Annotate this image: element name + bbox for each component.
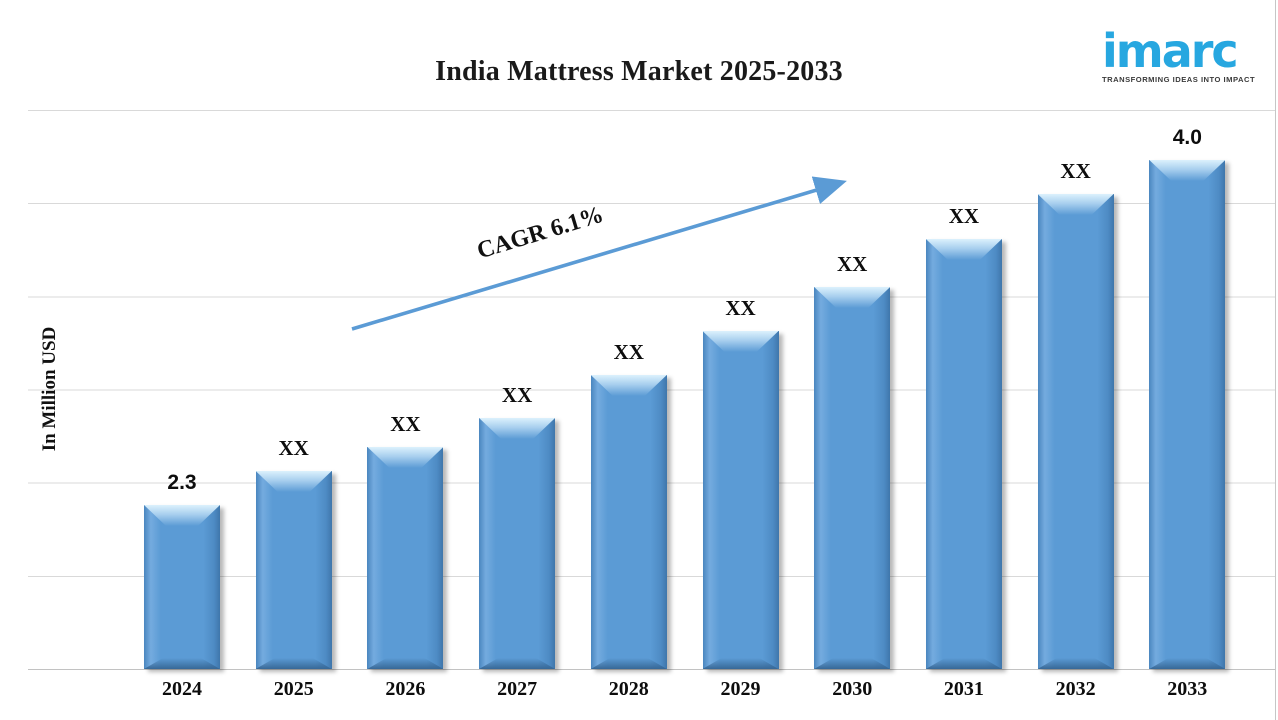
x-axis-label-2033: 2033 <box>1167 678 1208 700</box>
bar-bevel-bottom <box>1149 658 1226 669</box>
bar-bevel-top <box>367 447 444 468</box>
imarc-logo-wordmark: imarc <box>1102 24 1239 78</box>
bar-2032 <box>1037 194 1114 669</box>
bar-bevel-top <box>255 471 332 492</box>
bar-bevel-top <box>814 287 891 308</box>
bar-2029 <box>702 331 779 669</box>
x-axis-label-2032: 2032 <box>1055 678 1096 700</box>
bar-bevel-bottom <box>255 658 332 669</box>
bar-bevel-top <box>1149 160 1226 181</box>
bar-group-2024: 2.3 <box>144 110 220 669</box>
bar-bevel-bottom <box>814 658 891 669</box>
bar-value-label-2026: XX <box>390 412 421 436</box>
bar-bevel-top <box>144 505 220 526</box>
bar-group-2027: XX <box>479 110 556 669</box>
bar-value-label-2029: XX <box>725 296 756 320</box>
bar-group-2026: XX <box>367 110 444 669</box>
bar-2024 <box>144 505 220 669</box>
bar-2028 <box>590 375 667 669</box>
bar-bevel-bottom <box>367 658 444 669</box>
bar-2027 <box>479 418 556 669</box>
bar-value-label-2030: XX <box>837 252 868 276</box>
x-axis-label-2031: 2031 <box>943 678 984 700</box>
slide-right-border <box>1275 0 1276 720</box>
bar-bevel-bottom <box>925 658 1002 669</box>
bar-value-label-2024: 2.3 <box>167 471 197 494</box>
imarc-logo: imarc TRANSFORMING IDEAS INTO IMPACT <box>1102 24 1262 85</box>
bar-bevel-top <box>479 418 556 439</box>
bar-value-label-2025: XX <box>278 436 309 460</box>
bar-2025 <box>255 471 332 669</box>
bar-value-label-2031: XX <box>948 204 980 228</box>
x-axis-label-2029: 2029 <box>720 678 761 700</box>
chart-title: India Mattress Market 2025-2033 <box>435 56 843 87</box>
x-axis-label-2027: 2027 <box>497 678 538 700</box>
bar-group-2025: XX <box>255 110 332 669</box>
bar-bevel-bottom <box>479 658 556 669</box>
bar-2033 <box>1149 160 1226 669</box>
bar-group-2031: XX <box>925 110 1002 669</box>
bar-bevel-top <box>590 375 667 396</box>
bar-bevel-top <box>1037 194 1114 215</box>
bar-group-2029: XX <box>702 110 779 669</box>
bar-bevel-bottom <box>590 658 667 669</box>
bar-value-label-2028: XX <box>613 340 644 364</box>
bar-bevel-bottom <box>1037 658 1114 669</box>
x-axis-label-2026: 2026 <box>385 678 426 700</box>
x-axis-label-2024: 2024 <box>162 678 202 700</box>
bar-bevel-bottom <box>702 658 779 669</box>
bar-group-2028: XX <box>590 110 667 669</box>
x-axis-label-2030: 2030 <box>832 678 873 700</box>
bar-group-2030: XX <box>814 110 891 669</box>
bar-bevel-top <box>702 331 779 352</box>
bar-2031 <box>925 239 1002 669</box>
bar-2030 <box>814 287 891 669</box>
imarc-logo-tagline: TRANSFORMING IDEAS INTO IMPACT <box>1102 75 1256 85</box>
bars-container: 2.3 XX XX XX XX XX XX XX XX 4.0 <box>0 110 1278 669</box>
x-axis-label-2025: 2025 <box>273 678 314 700</box>
bar-group-2032: XX <box>1037 110 1114 669</box>
x-axis-label-2028: 2028 <box>608 678 649 700</box>
bar-group-2033: 4.0 <box>1149 110 1226 669</box>
bar-value-label-2033: 4.0 <box>1172 126 1202 149</box>
bar-value-label-2032: XX <box>1060 159 1091 183</box>
bar-value-label-2027: XX <box>501 383 533 407</box>
bar-2026 <box>367 447 444 669</box>
bar-bevel-bottom <box>144 658 220 669</box>
bar-bevel-top <box>925 239 1002 260</box>
